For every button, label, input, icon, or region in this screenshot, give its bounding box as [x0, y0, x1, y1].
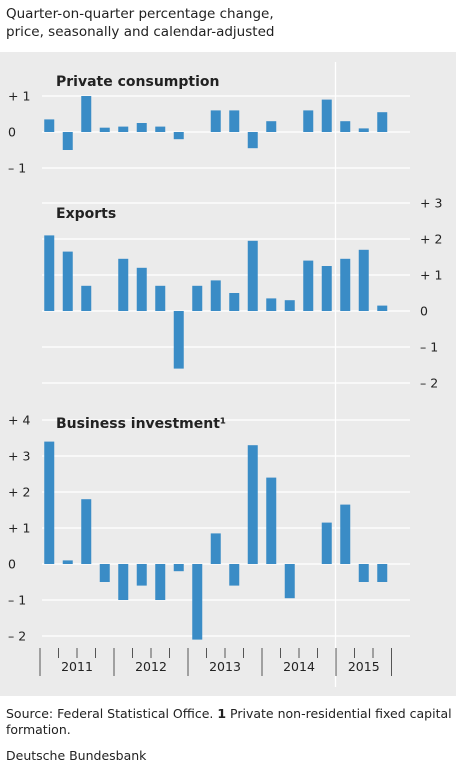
year-label: 2013 — [209, 659, 241, 674]
bar — [321, 266, 332, 311]
bar — [377, 112, 388, 132]
bar — [81, 96, 92, 132]
bar — [358, 128, 369, 132]
y-tick-label: – 2 — [8, 629, 26, 644]
bar — [44, 441, 55, 564]
bar — [377, 564, 388, 582]
bar — [284, 300, 295, 311]
bar — [266, 477, 277, 564]
bar — [321, 99, 332, 132]
bar — [81, 285, 92, 311]
y-tick-label: + 4 — [8, 413, 30, 428]
panel-title: Business investment¹ — [56, 416, 226, 432]
bar — [210, 533, 221, 564]
y-tick-label: + 1 — [420, 268, 442, 283]
bar — [340, 504, 351, 564]
bar — [229, 564, 240, 586]
bar — [192, 564, 203, 640]
y-tick-label: + 3 — [420, 196, 442, 211]
bar — [155, 564, 166, 600]
bar — [229, 110, 240, 132]
bar — [377, 305, 388, 311]
chart-subtitle: Quarter-on-quarter percentage change, pr… — [6, 5, 446, 41]
bar — [173, 311, 184, 369]
bar — [155, 285, 166, 311]
bar — [62, 251, 73, 311]
subtitle-line-1: Quarter-on-quarter percentage change, — [6, 6, 274, 22]
bar — [303, 260, 314, 311]
bar — [62, 560, 73, 564]
bar — [62, 132, 73, 150]
bar — [321, 522, 332, 564]
bar — [340, 258, 351, 311]
y-tick-label: 0 — [420, 304, 428, 319]
bar — [229, 293, 240, 311]
grid-layer — [42, 62, 410, 687]
bar-layer — [44, 96, 388, 640]
publisher-name: Deutsche Bundesbank — [6, 748, 147, 763]
year-label: 2011 — [61, 659, 93, 674]
source-prefix: Source: Federal Statistical Office. — [6, 706, 218, 721]
y-tick-label: + 3 — [8, 449, 30, 464]
bar — [81, 499, 92, 564]
bar — [192, 285, 203, 311]
y-tick-label: + 2 — [420, 232, 442, 247]
y-tick-label: + 1 — [8, 521, 30, 536]
bar — [210, 280, 221, 311]
y-tick-label: – 1 — [8, 161, 26, 176]
bar — [358, 564, 369, 582]
y-tick-label: – 1 — [8, 593, 26, 608]
year-label: 2014 — [283, 659, 315, 674]
panel-title: Private consumption — [56, 74, 219, 90]
bar — [118, 564, 129, 600]
bar — [247, 132, 258, 149]
bar — [266, 121, 277, 132]
bar — [247, 445, 258, 564]
y-tick-label: + 2 — [8, 485, 30, 500]
bar — [340, 121, 351, 132]
bar — [210, 110, 221, 132]
bar — [136, 564, 147, 586]
y-tick-label: 0 — [8, 557, 16, 572]
year-label: 2015 — [348, 659, 380, 674]
label-layer: + 1 0 – 1 Private consumption + 3 + 2 + 1 0 – 1 –… — [8, 74, 442, 676]
bar — [44, 119, 55, 132]
panel-title: Exports — [56, 206, 116, 222]
bar — [173, 132, 184, 140]
y-tick-label: + 1 — [8, 89, 30, 104]
chart-figure: + 1 0 – 1 Private consumption + 3 + 2 + 1 0 – 1 –… — [0, 52, 456, 696]
y-tick-label: – 2 — [420, 376, 438, 391]
bar — [266, 298, 277, 311]
bar — [118, 258, 129, 311]
bar — [118, 126, 129, 132]
y-tick-label: 0 — [8, 125, 16, 140]
year-label: 2012 — [135, 659, 167, 674]
y-tick-label: – 1 — [420, 340, 438, 355]
bar — [136, 123, 147, 132]
bar — [155, 126, 166, 132]
bar — [136, 267, 147, 311]
bar — [284, 564, 295, 599]
chart-background — [0, 52, 456, 696]
bar — [173, 564, 184, 572]
bar — [99, 564, 110, 582]
source-note: Source: Federal Statistical Office. 1 Pr… — [6, 706, 452, 738]
bar — [358, 249, 369, 311]
bar — [44, 235, 55, 311]
bar — [303, 110, 314, 132]
subtitle-line-2: price, seasonally and calendar-adjusted — [6, 24, 275, 40]
footnote-text: Private non-residential fixed capital fo… — [6, 706, 452, 737]
bar — [99, 127, 110, 132]
bar — [247, 240, 258, 311]
footnote-marker: 1 — [217, 706, 227, 721]
